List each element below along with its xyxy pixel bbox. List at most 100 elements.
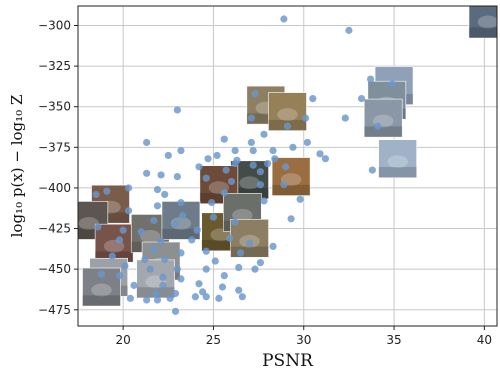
thumbnail-ground-shade: [272, 184, 311, 196]
thumbnail-layer: [78, 6, 497, 307]
y-tick-label: −350: [38, 100, 71, 114]
data-point: [195, 280, 203, 288]
data-point: [171, 289, 180, 298]
image-thumbnail: [230, 218, 269, 258]
data-point: [264, 159, 272, 168]
data-point: [124, 207, 133, 215]
data-point: [166, 294, 174, 302]
data-point: [220, 272, 228, 280]
thumbnail-ground-shade: [199, 193, 238, 204]
tick-layer: 20 25 30 35 40 −300 −325 −350 −375 −400 −425 −450 −4…: [38, 18, 492, 347]
x-tick-label: 25: [206, 333, 221, 347]
data-point: [159, 281, 167, 289]
data-point: [238, 293, 246, 301]
data-point: [321, 155, 330, 163]
data-point: [97, 270, 106, 278]
data-point: [153, 296, 162, 304]
y-tick-label: −375: [38, 140, 71, 154]
data-point: [177, 249, 185, 257]
y-tick-label: −425: [38, 222, 71, 236]
data-point: [269, 146, 277, 155]
y-tick-label: −475: [38, 303, 71, 317]
data-point: [357, 94, 366, 103]
y-tick-label: −325: [38, 59, 71, 73]
data-point: [173, 265, 181, 273]
thumbnail-background: [230, 218, 269, 258]
data-point: [208, 198, 216, 207]
thumbnail-background: [378, 139, 417, 178]
image-thumbnail: [378, 139, 417, 178]
x-tick-label: 20: [116, 333, 131, 347]
thumbnail-subject-shape: [91, 283, 112, 297]
data-point: [164, 151, 172, 160]
data-point: [220, 135, 228, 143]
data-point: [137, 228, 145, 236]
thumbnail-ground-shade: [201, 240, 240, 251]
data-point: [211, 257, 219, 265]
thumbnail-ground-shade: [468, 27, 497, 38]
data-point: [177, 146, 185, 155]
plot-frame: [77, 5, 498, 327]
data-point: [157, 237, 165, 246]
data-point: [215, 294, 223, 302]
data-point: [213, 151, 221, 160]
data-point: [193, 226, 201, 234]
image-thumbnail: [161, 201, 201, 240]
data-point: [271, 155, 279, 163]
thumbnail-subject-shape: [139, 229, 161, 243]
data-point: [235, 263, 243, 272]
x-tick-label: 40: [477, 333, 492, 347]
data-point: [130, 281, 138, 289]
data-point: [92, 190, 100, 199]
data-point: [231, 146, 239, 155]
data-point: [368, 166, 376, 174]
data-point: [222, 166, 230, 174]
data-point: [235, 286, 243, 294]
thumbnail-subject-shape: [239, 176, 260, 190]
data-point: [121, 262, 129, 270]
data-point: [177, 198, 185, 207]
data-point: [249, 146, 257, 155]
data-point: [191, 293, 199, 301]
data-point: [124, 184, 133, 192]
data-point: [141, 255, 149, 264]
data-point: [303, 138, 311, 147]
thumbnail-ground-shade: [82, 295, 121, 307]
data-point: [366, 75, 375, 83]
data-point: [374, 122, 382, 130]
data-point: [204, 155, 212, 163]
data-point: [236, 249, 245, 257]
data-point: [226, 234, 234, 242]
thumbnail-ground-shade: [161, 228, 200, 240]
data-point: [177, 275, 185, 283]
data-point: [126, 294, 134, 302]
data-point: [146, 265, 154, 273]
data-point: [227, 177, 236, 186]
data-point: [143, 169, 151, 177]
y-axis-label: log₁₀ p(x) − log₁₀ Z: [8, 95, 26, 238]
data-point: [280, 181, 288, 189]
data-point: [171, 220, 180, 228]
x-tick-label: 35: [386, 333, 401, 347]
data-point: [157, 171, 165, 179]
data-point: [143, 296, 151, 304]
data-point: [282, 163, 290, 171]
data-point: [345, 26, 353, 34]
data-point: [173, 172, 181, 181]
data-point: [159, 273, 167, 281]
data-point: [256, 168, 265, 176]
data-point: [249, 161, 257, 169]
y-tick-label: −300: [38, 18, 71, 32]
data-point: [247, 114, 255, 122]
data-point: [143, 138, 151, 147]
data-point: [247, 138, 255, 147]
data-point: [108, 252, 116, 260]
data-point: [269, 242, 277, 251]
image-thumbnail: [468, 6, 497, 39]
data-point: [152, 289, 160, 298]
data-point: [161, 190, 169, 199]
thumbnail-subject-shape: [232, 208, 253, 222]
data-point: [231, 159, 239, 168]
data-point: [218, 283, 227, 291]
data-point: [251, 90, 259, 98]
